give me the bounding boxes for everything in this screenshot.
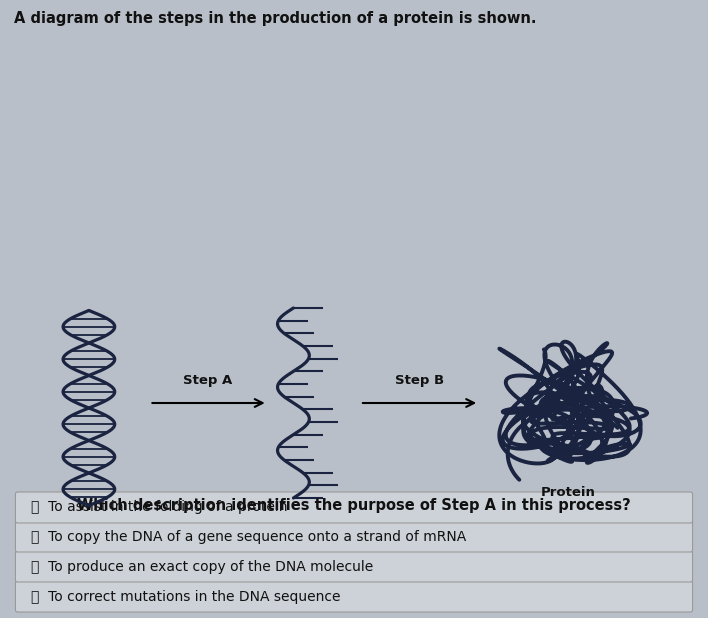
Text: A diagram of the steps in the production of a protein is shown.: A diagram of the steps in the production… <box>14 11 537 26</box>
Text: Protein: Protein <box>541 486 596 499</box>
Text: Step A: Step A <box>183 374 233 387</box>
Text: Ⓐ  To correct mutations in the DNA sequence: Ⓐ To correct mutations in the DNA sequen… <box>31 590 341 604</box>
Text: Step B: Step B <box>395 374 444 387</box>
FancyBboxPatch shape <box>16 551 692 582</box>
Text: Ⓒ  To copy the DNA of a gene sequence onto a strand of mRNA: Ⓒ To copy the DNA of a gene sequence ont… <box>31 530 467 543</box>
Text: Ⓑ  To produce an exact copy of the DNA molecule: Ⓑ To produce an exact copy of the DNA mo… <box>31 559 374 574</box>
FancyBboxPatch shape <box>16 492 692 523</box>
FancyBboxPatch shape <box>16 521 692 552</box>
FancyBboxPatch shape <box>16 581 692 612</box>
Text: Which description identifies the purpose of Step A in this process?: Which description identifies the purpose… <box>77 498 631 513</box>
Text: Ⓓ  To assist in the folding of a protein: Ⓓ To assist in the folding of a protein <box>31 501 288 515</box>
